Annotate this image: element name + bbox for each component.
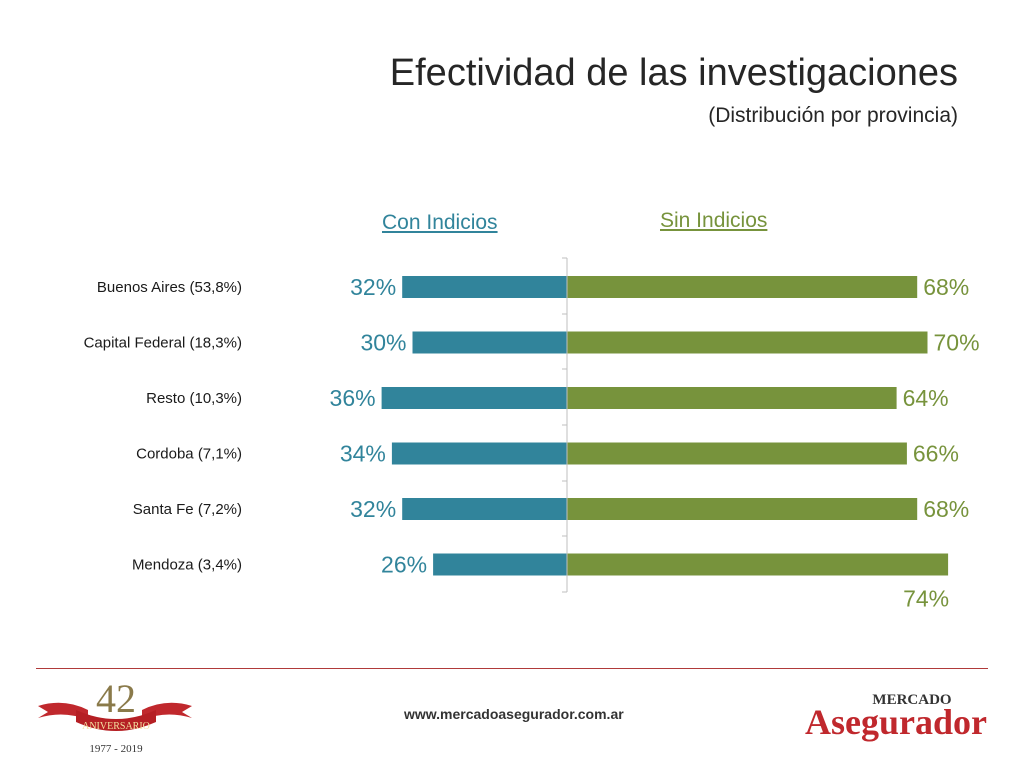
value-label-sin-indicios: 68% (923, 496, 969, 522)
category-label: Resto (10,3%) (146, 390, 242, 407)
category-label: Mendoza (3,4%) (132, 557, 242, 574)
bar-con-indicios (402, 276, 567, 298)
bars-group (381, 276, 949, 576)
slide-subtitle: (Distribución por provincia) (708, 104, 958, 127)
value-label-con-indicios: 26% (381, 552, 427, 578)
category-label: Cordoba (7,1%) (136, 446, 242, 463)
value-label-sin-indicios: 70% (934, 330, 980, 356)
column-header-sin-indicios: Sin Indicios (660, 209, 768, 232)
bar-con-indicios (381, 387, 567, 409)
bar-sin-indicios (567, 498, 918, 520)
value-label-con-indicios: 32% (350, 496, 396, 522)
bar-sin-indicios (567, 276, 918, 298)
slide-title: Efectividad de las investigaciones (389, 52, 958, 94)
mercado-asegurador-logo: MERCADO Asegurador (805, 692, 987, 742)
category-label: Capital Federal (18,3%) (84, 335, 242, 352)
bar-sin-indicios (567, 387, 897, 409)
logo-bottom-text: Asegurador (805, 702, 987, 742)
bar-con-indicios (412, 331, 567, 354)
diverging-bar-chart: Buenos Aires (53,8%) 32% 68% Capital Federa… (84, 257, 980, 612)
bar-con-indicios (433, 553, 567, 576)
value-label-con-indicios: 34% (340, 441, 386, 467)
value-label-sin-indicios: 66% (913, 441, 959, 467)
logo-number: 42 (96, 676, 136, 721)
value-label-con-indicios: 32% (350, 274, 396, 300)
anniversary-logo: 42 ANIVERSARIO 1977 - 2019 (38, 676, 192, 755)
category-label: Buenos Aires (53,8%) (97, 279, 242, 296)
logo-top-text: MERCADO (872, 692, 951, 708)
value-label-sin-indicios: 68% (923, 274, 969, 300)
bar-con-indicios (402, 498, 567, 520)
logo-ribbon-text: ANIVERSARIO (82, 721, 150, 732)
bar-sin-indicios (567, 442, 907, 465)
bar-sin-indicios (567, 553, 949, 576)
footer-divider (36, 668, 988, 669)
logo-years: 1977 - 2019 (89, 743, 143, 755)
center-axis (562, 257, 568, 593)
labels-group: Buenos Aires (53,8%) 32% 68% Capital Federa… (84, 274, 980, 612)
value-label-con-indicios: 36% (330, 385, 376, 411)
footer-url: www.mercadoasegurador.com.ar (404, 706, 624, 722)
bar-con-indicios (391, 442, 567, 465)
value-label-con-indicios: 30% (360, 330, 406, 356)
column-header-con-indicios: Con Indicios (382, 211, 498, 234)
category-label: Santa Fe (7,2%) (133, 501, 242, 518)
value-label-sin-indicios: 64% (903, 385, 949, 411)
value-label-sin-indicios: 74% (903, 586, 949, 612)
bar-sin-indicios (567, 331, 928, 354)
